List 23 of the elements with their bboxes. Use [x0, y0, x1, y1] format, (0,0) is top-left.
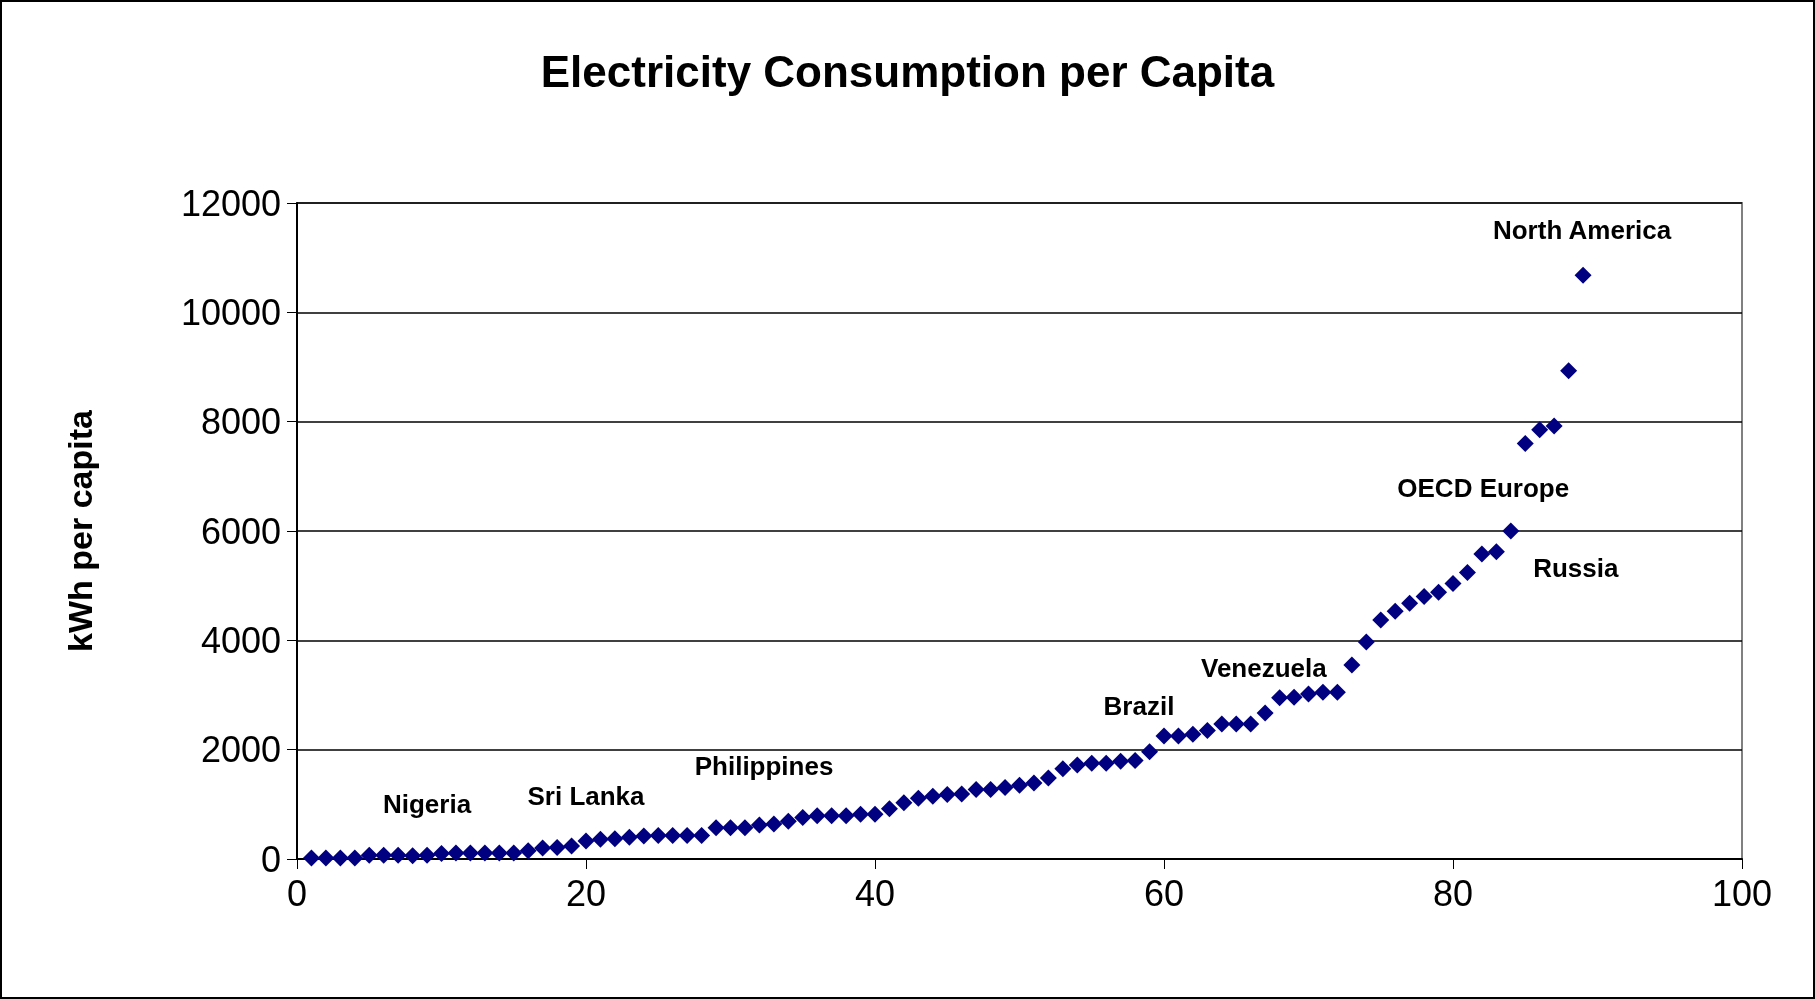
y-tick-label: 12000: [180, 182, 281, 224]
y-tick-label: 2000: [200, 729, 281, 771]
annotation: Russia: [1533, 553, 1619, 583]
x-tick-label: 100: [1711, 872, 1773, 914]
y-tick-label: 4000: [200, 619, 281, 661]
y-tick-label: 10000: [180, 291, 281, 333]
annotation: Venezuela: [1200, 652, 1328, 683]
y-tick-label: 6000: [200, 510, 281, 552]
x-tick-label: 60: [1143, 872, 1185, 914]
x-tick-label: 80: [1432, 872, 1474, 914]
annotation: Nigeria: [382, 789, 472, 820]
annotation: Sri Lanka: [527, 780, 646, 811]
annotation: North America: [1492, 215, 1672, 246]
chart-title: Electricity Consumption per Capita: [540, 46, 1275, 96]
x-tick-label: 20: [565, 872, 607, 914]
y-axis-title: kWh per capita: [61, 409, 99, 652]
annotation: Brazil: [1103, 691, 1175, 721]
annotation: OECD Europe: [1397, 472, 1570, 503]
annotation: Philippines: [694, 750, 834, 781]
x-tick-label: 40: [854, 872, 896, 914]
y-tick-label: 8000: [200, 401, 281, 443]
y-tick-label: 0: [260, 838, 281, 880]
x-tick-label: 0: [286, 872, 308, 914]
